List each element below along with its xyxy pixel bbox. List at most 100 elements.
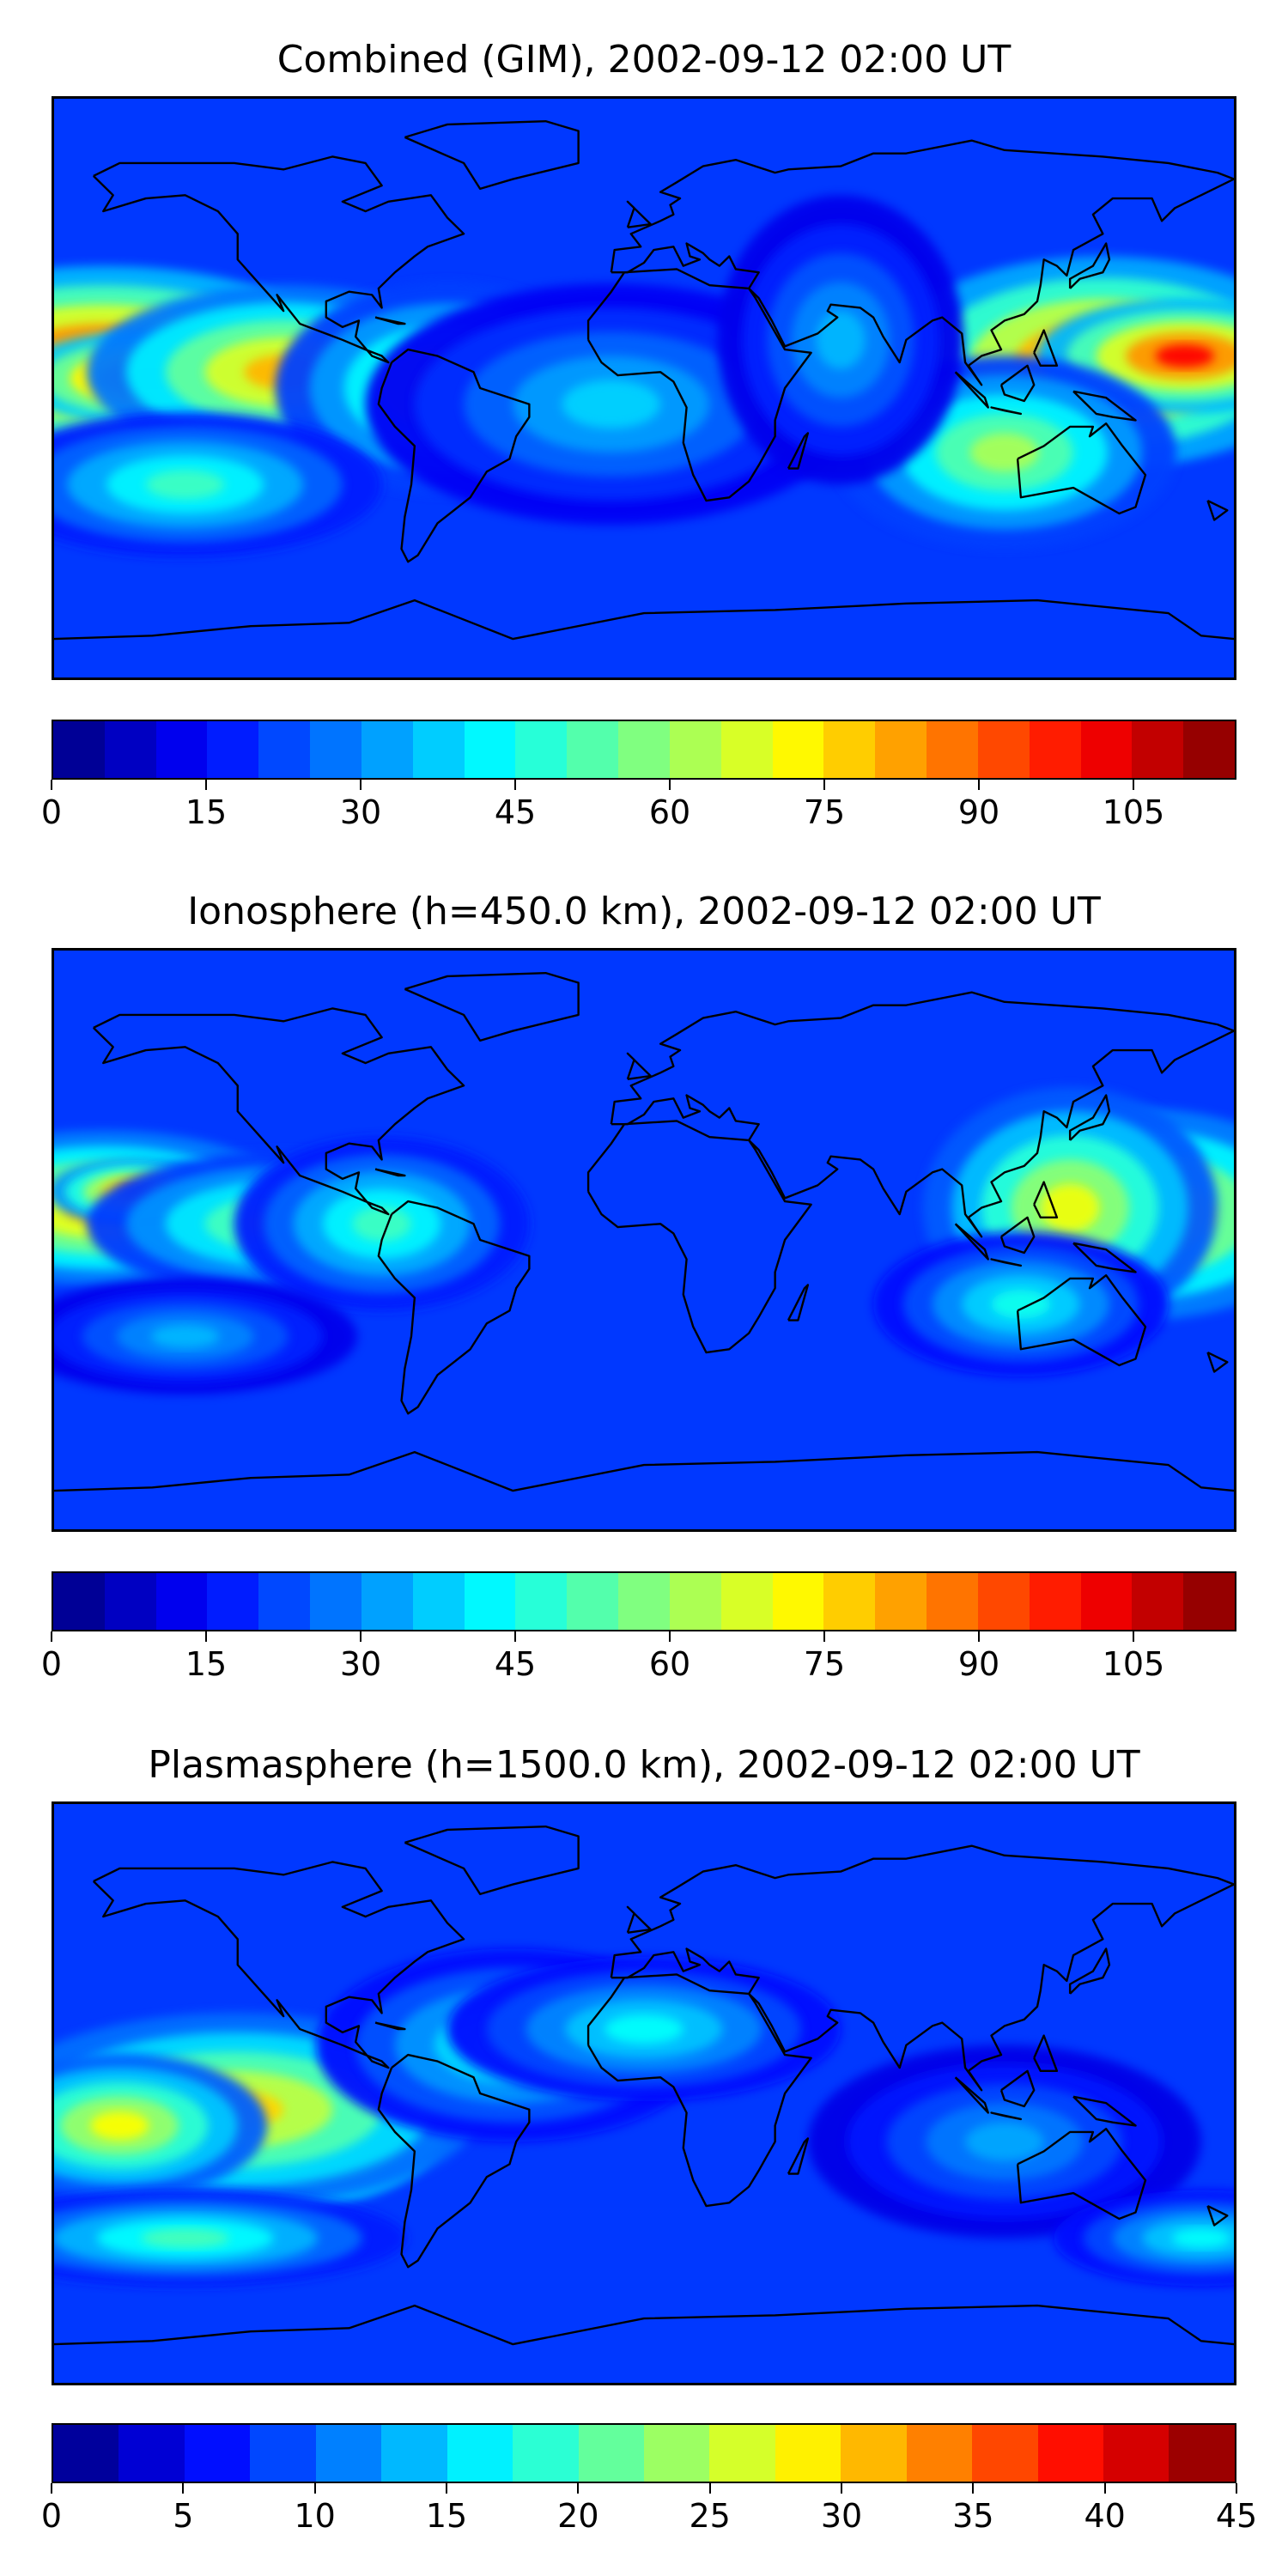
coastline: [54, 1450, 1234, 1492]
colorbar-segment: [772, 1573, 824, 1630]
coastline: [1072, 390, 1137, 422]
colorbar-segment: [207, 1573, 259, 1630]
colorbar-tick-label: 0: [40, 793, 63, 831]
colorbar-segment: [464, 721, 516, 778]
colorbar-segment: [823, 721, 876, 778]
coastline: [1206, 1351, 1229, 1373]
colorbar-segment: [258, 1573, 311, 1630]
colorbar-segment: [772, 721, 824, 778]
colorbar-segment: [118, 2425, 185, 2482]
colorbar-segment: [977, 721, 1030, 778]
colorbar-tick-label: 90: [957, 1645, 1000, 1683]
coastline: [1016, 422, 1147, 515]
coastline: [54, 2304, 1234, 2346]
colorbar-segment: [361, 721, 413, 778]
map-svg: [54, 951, 1234, 1529]
colorbar-segment: [618, 1573, 670, 1630]
colorbar-tick: [205, 1631, 207, 1642]
coastline: [954, 1223, 989, 1261]
colorbar-segment: [977, 1573, 1030, 1630]
colorbar-tick-label: 30: [339, 793, 382, 831]
tec-map: [52, 1801, 1236, 2385]
colorbar-segment: [927, 1573, 978, 1630]
colorbar-tick-label: 20: [557, 2497, 599, 2535]
coastline: [586, 268, 812, 502]
colorbar-segment: [669, 1573, 721, 1630]
coastline: [999, 364, 1036, 403]
colorbar-segment: [53, 721, 105, 778]
colorbar: [52, 2423, 1236, 2483]
colorbar-tick: [313, 2483, 316, 2494]
coastline: [787, 1284, 810, 1321]
colorbar-segment: [412, 1573, 465, 1630]
map-svg: [54, 99, 1234, 677]
colorbar-segment: [578, 2425, 644, 2482]
coastline: [374, 2021, 406, 2031]
colorbar-segment: [513, 2425, 579, 2482]
tec-contour: [1155, 344, 1215, 368]
tec-contour: [150, 1324, 220, 1348]
colorbar-tick: [708, 2483, 711, 2494]
coastline: [954, 371, 989, 409]
tec-contour: [89, 2111, 149, 2141]
colorbar-segment: [155, 1573, 208, 1630]
colorbar-tick: [1133, 1631, 1134, 1642]
coastline: [990, 2111, 1023, 2121]
colorbar-segment: [104, 721, 156, 778]
tec-contour: [969, 433, 1039, 472]
colorbar-tick-label: 15: [425, 2497, 468, 2535]
colorbar-tick: [360, 780, 361, 790]
coastline: [954, 2076, 989, 2114]
colorbar-segment: [618, 721, 670, 778]
coastline: [374, 1168, 406, 1177]
colorbar-tick-label: 30: [339, 1645, 382, 1683]
coastline: [787, 432, 810, 470]
coastline: [1206, 2204, 1229, 2227]
colorbar-tick-label: 0: [40, 1645, 63, 1683]
coastline: [999, 1216, 1036, 1255]
colorbar-segment: [1037, 2425, 1103, 2482]
colorbar-tick-label: 15: [185, 793, 228, 831]
coastline: [1068, 1094, 1111, 1141]
colorbar-segment: [972, 2425, 1038, 2482]
colorbar-segment: [906, 2425, 973, 2482]
colorbar-segment: [709, 2425, 775, 2482]
coastline: [626, 1052, 652, 1080]
coastline: [377, 2053, 531, 2269]
coastline: [626, 1905, 652, 1934]
colorbar-segment: [1080, 1573, 1133, 1630]
colorbar-segment: [875, 721, 927, 778]
colorbar-segment: [1080, 721, 1133, 778]
colorbar-tick-label: 105: [1102, 793, 1165, 831]
colorbar-tick: [514, 780, 516, 790]
colorbar-tick: [669, 1631, 671, 1642]
colorbar-tick-label: 35: [952, 2497, 994, 2535]
colorbar-tick-label: 25: [689, 2497, 731, 2535]
colorbar-segment: [381, 2425, 447, 2482]
coastline: [1016, 2128, 1147, 2221]
colorbar: [52, 720, 1236, 780]
colorbar-ticks: 0 15 30 45 60 75 90 105: [41, 780, 1236, 831]
tec-contour: [141, 2228, 230, 2248]
tec-contour: [1040, 1183, 1100, 1232]
coastline: [586, 1120, 812, 1354]
tec-map: [52, 96, 1236, 680]
colorbar-segment: [643, 2425, 710, 2482]
colorbar-tick: [841, 2483, 842, 2494]
tec-contour: [605, 2014, 683, 2044]
colorbar-segment: [1132, 1573, 1184, 1630]
colorbar-tick-label: 5: [173, 2497, 194, 2535]
colorbar-tick-label: 45: [1215, 2497, 1258, 2535]
coastline: [1072, 1242, 1137, 1273]
colorbar-segment: [720, 721, 773, 778]
colorbar-segment: [1103, 2425, 1170, 2482]
tec-contour: [352, 1206, 412, 1242]
colorbar-tick: [978, 1631, 980, 1642]
colorbar-segment: [1029, 721, 1081, 778]
coastline: [1033, 1181, 1059, 1219]
coastline: [377, 348, 531, 563]
coastline: [610, 139, 1234, 386]
colorbar-segment: [875, 1573, 927, 1630]
colorbar-segment: [412, 721, 465, 778]
colorbar-tick: [51, 1631, 52, 1642]
